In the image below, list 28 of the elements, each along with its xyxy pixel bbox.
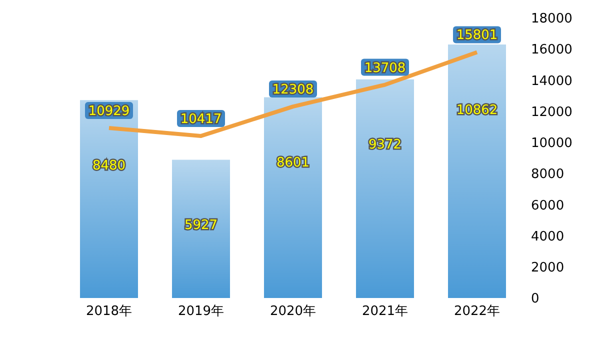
data-label: 9372 bbox=[368, 138, 402, 153]
data-label: 10862 bbox=[456, 102, 498, 118]
data-label: 15801 bbox=[456, 28, 498, 44]
bar bbox=[172, 160, 230, 298]
y-tick-label: 16000 bbox=[531, 42, 572, 58]
y-tick-label: 10000 bbox=[531, 136, 572, 152]
y-tick-label: 8000 bbox=[531, 167, 564, 182]
data-label: 8480 bbox=[92, 158, 126, 174]
y-tick-label: 0 bbox=[531, 292, 540, 307]
x-tick-label: 2019年 bbox=[178, 304, 224, 320]
x-tick-label: 2020年 bbox=[270, 304, 316, 320]
y-tick-label: 12000 bbox=[531, 104, 572, 120]
y-tick-label: 4000 bbox=[531, 229, 564, 244]
data-label: 10929 bbox=[88, 104, 130, 119]
y-tick-label: 2000 bbox=[531, 260, 564, 276]
data-label: 10417 bbox=[180, 112, 222, 127]
y-tick-label: 14000 bbox=[531, 74, 572, 89]
x-tick-label: 2022年 bbox=[454, 304, 500, 320]
data-label: 8601 bbox=[276, 156, 310, 171]
data-label: 5927 bbox=[184, 218, 218, 233]
bar bbox=[356, 79, 414, 298]
x-tick-label: 2021年 bbox=[362, 304, 408, 320]
data-label: 13708 bbox=[364, 60, 406, 76]
data-label: 12308 bbox=[272, 82, 314, 98]
bar bbox=[80, 100, 138, 298]
y-tick-label: 6000 bbox=[531, 198, 564, 214]
y-tick-label: 18000 bbox=[531, 12, 572, 27]
x-tick-label: 2018年 bbox=[86, 304, 132, 320]
